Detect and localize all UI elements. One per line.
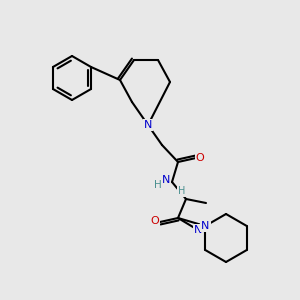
Text: N: N (162, 175, 170, 185)
Text: N: N (201, 221, 209, 231)
Text: O: O (196, 153, 204, 163)
Text: H: H (154, 180, 162, 190)
Text: N: N (144, 120, 152, 130)
Text: H: H (178, 186, 186, 196)
Text: N: N (194, 225, 202, 235)
Text: O: O (151, 216, 159, 226)
